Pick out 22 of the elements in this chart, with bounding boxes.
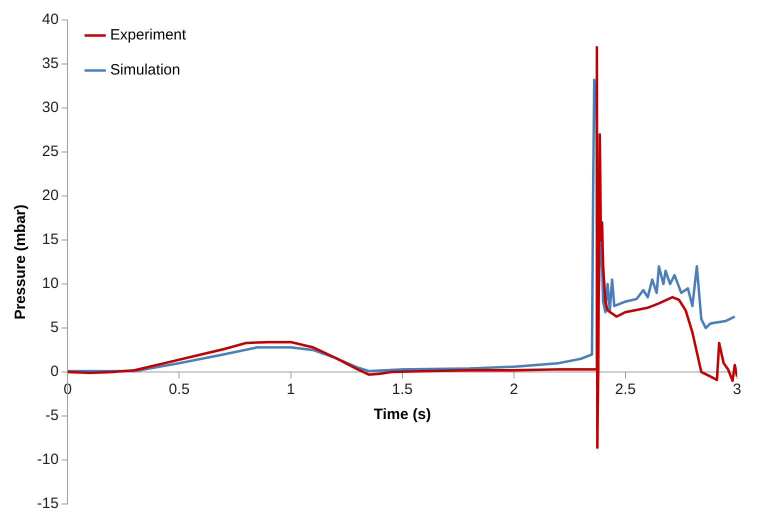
y-tick-label: -15 (36, 495, 59, 512)
y-axis-title: Pressure (mbar) (12, 204, 30, 320)
y-tick-label: 25 (42, 143, 59, 160)
x-tick-label: 1 (286, 381, 295, 398)
x-axis-title: Time (s) (374, 406, 431, 424)
x-tick-label: 2 (510, 381, 518, 398)
x-tick-label: 2.5 (615, 381, 636, 398)
x-tick-label: 1.5 (392, 381, 413, 398)
y-tick-label: 40 (42, 11, 59, 28)
y-tick-label: 0 (50, 363, 59, 380)
y-tick-label: -10 (36, 451, 59, 468)
y-tick-label: -5 (45, 407, 59, 424)
x-tick-label: 0.5 (168, 381, 190, 398)
legend-label: Simulation (110, 62, 180, 79)
x-tick-label: 3 (732, 381, 742, 398)
y-tick-label: 35 (42, 55, 59, 72)
y-tick-label: 5 (50, 319, 59, 336)
legend-label: Experiment (110, 26, 187, 44)
y-tick-label: 10 (42, 275, 59, 292)
y-tick-label: 30 (42, 99, 59, 116)
y-tick-label: 20 (42, 187, 59, 204)
y-tick-label: 15 (42, 231, 59, 248)
